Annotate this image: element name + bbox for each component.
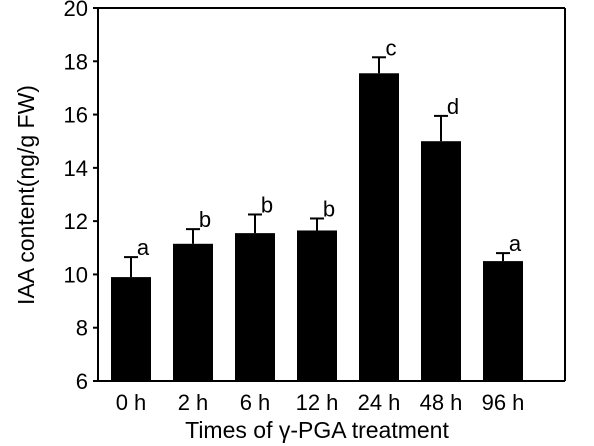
x-tick-label: 24 h bbox=[358, 390, 401, 415]
x-axis-title: Times of γ-PGA treatment bbox=[185, 417, 449, 443]
bar bbox=[421, 141, 461, 381]
bar bbox=[483, 261, 523, 381]
bar bbox=[235, 233, 275, 381]
y-tick-label: 16 bbox=[64, 103, 88, 128]
x-tick-label: 96 h bbox=[482, 390, 525, 415]
y-ticks-layer: 6 8 10 12 14 16 18 20 bbox=[64, 0, 98, 394]
bar bbox=[111, 277, 151, 381]
significance-label: b bbox=[323, 196, 335, 221]
significance-label: b bbox=[199, 207, 211, 232]
significance-labels-layer: a b b b c d a bbox=[137, 35, 522, 260]
y-axis-title: IAA content(ng/g FW) bbox=[13, 85, 39, 305]
x-ticks-layer: 0 h 2 h 6 h 12 h 24 h 48 h 96 h bbox=[116, 390, 525, 415]
x-tick-label: 0 h bbox=[116, 390, 147, 415]
axes-layer bbox=[97, 7, 566, 382]
y-tick-label: 20 bbox=[64, 0, 88, 21]
y-tick-label: 12 bbox=[64, 209, 88, 234]
y-tick-label: 8 bbox=[76, 316, 88, 341]
y-tick-label: 6 bbox=[76, 369, 88, 394]
y-tick-label: 14 bbox=[64, 156, 88, 181]
bar bbox=[173, 243, 213, 381]
significance-label: a bbox=[137, 235, 150, 260]
bar bbox=[359, 73, 399, 382]
bar bbox=[297, 230, 337, 381]
y-tick-label: 10 bbox=[64, 262, 88, 287]
significance-label: b bbox=[261, 192, 273, 217]
x-tick-label: 2 h bbox=[178, 390, 209, 415]
bars-layer bbox=[111, 73, 523, 382]
x-tick-label: 48 h bbox=[420, 390, 463, 415]
significance-label: d bbox=[447, 94, 459, 119]
significance-label: a bbox=[509, 231, 522, 256]
significance-label: c bbox=[386, 35, 397, 60]
x-tick-label: 6 h bbox=[240, 390, 271, 415]
x-tick-label: 12 h bbox=[296, 390, 339, 415]
error-bars-layer bbox=[124, 56, 510, 278]
y-tick-label: 18 bbox=[64, 49, 88, 74]
